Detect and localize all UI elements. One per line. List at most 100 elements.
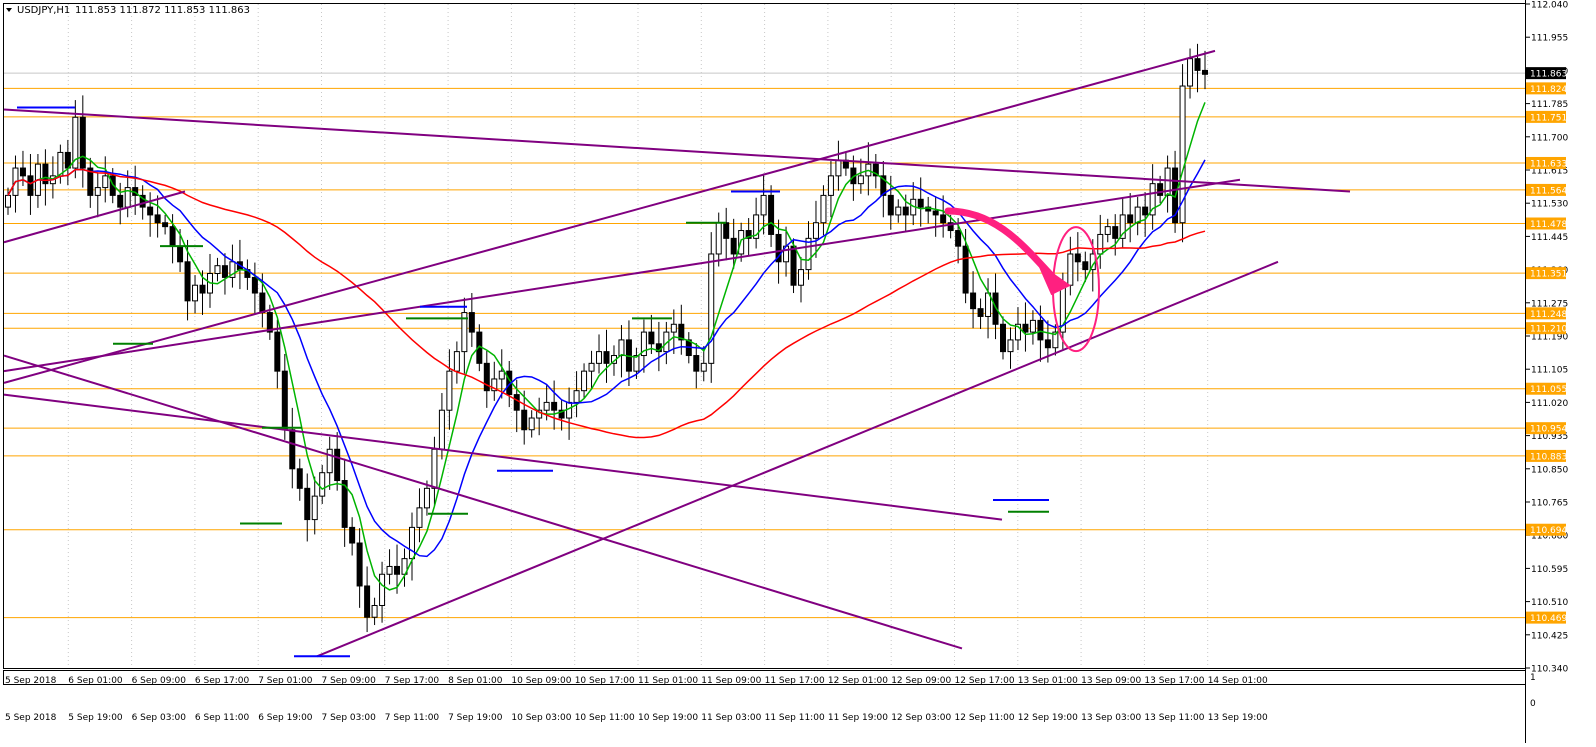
level-price-tag bbox=[1526, 422, 1566, 435]
time-label-lower: 13 Sep 03:00 bbox=[1081, 713, 1141, 723]
level-price-label: 111.248 bbox=[1530, 310, 1567, 320]
bull-candle bbox=[311, 495, 318, 521]
bear-candle bbox=[887, 194, 894, 216]
bear-candle bbox=[274, 331, 281, 372]
time-label-upper: 11 Sep 09:00 bbox=[701, 676, 761, 686]
bull-candle bbox=[1007, 339, 1014, 353]
bear-candle bbox=[1037, 319, 1044, 341]
bull-candle bbox=[1052, 331, 1059, 349]
level-price-tag bbox=[1526, 307, 1566, 320]
bear-candle bbox=[521, 409, 528, 431]
subwindow-scale-top: 1 bbox=[1530, 673, 1536, 683]
bear-candle bbox=[349, 526, 356, 544]
level-price-label: 111.751 bbox=[1530, 113, 1567, 123]
triangle-down-icon[interactable] bbox=[6, 8, 12, 12]
trendline-resistance-long bbox=[3, 108, 1351, 193]
bear-candle bbox=[977, 308, 984, 317]
bear-candle bbox=[139, 194, 146, 208]
bull-candle bbox=[423, 487, 430, 509]
bull-candle bbox=[596, 351, 603, 364]
level-price-tag bbox=[1526, 382, 1566, 395]
time-label-upper: 8 Sep 01:00 bbox=[448, 676, 503, 686]
annotation bbox=[944, 207, 1100, 353]
level-price-tag bbox=[1526, 449, 1566, 462]
bull-candle bbox=[1187, 58, 1194, 87]
level-price-tag bbox=[1526, 267, 1566, 280]
bear-candle bbox=[1044, 339, 1051, 349]
time-label-lower: 10 Sep 11:00 bbox=[575, 713, 635, 723]
bear-candle bbox=[947, 222, 954, 232]
time-label-lower: 7 Sep 11:00 bbox=[385, 713, 440, 723]
bull-candle bbox=[857, 175, 864, 185]
bear-candle bbox=[1157, 183, 1164, 196]
time-label-upper: 12 Sep 17:00 bbox=[955, 676, 1015, 686]
level-price-label: 110.694 bbox=[1530, 526, 1567, 536]
time-label-upper: 6 Sep 09:00 bbox=[132, 676, 187, 686]
time-label-upper: 7 Sep 17:00 bbox=[385, 676, 440, 686]
price-label: 110.510 bbox=[1531, 598, 1568, 608]
bear-candle bbox=[1194, 58, 1201, 71]
candlesticks bbox=[5, 43, 1208, 633]
price-label: 111.105 bbox=[1531, 366, 1568, 376]
time-label-lower: 7 Sep 19:00 bbox=[448, 713, 503, 723]
bear-candle bbox=[940, 214, 947, 224]
bear-candle bbox=[1142, 206, 1149, 216]
bear-candle bbox=[221, 265, 228, 278]
bear-candle bbox=[79, 116, 86, 169]
bear-candle bbox=[169, 226, 176, 247]
bull-candle bbox=[827, 175, 834, 196]
price-label: 110.850 bbox=[1531, 465, 1568, 475]
trendline-channel-lower bbox=[316, 260, 1279, 658]
bear-candle bbox=[1082, 261, 1089, 271]
bull-candle bbox=[588, 362, 595, 372]
level-price-tag bbox=[1526, 523, 1566, 536]
price-axis[interactable]: 112.040111.955111.870111.785111.700111.6… bbox=[1525, 1, 1568, 675]
price-label: 110.935 bbox=[1531, 432, 1568, 442]
bull-candle bbox=[640, 331, 647, 357]
moving-averages bbox=[7, 102, 1206, 591]
price-label: 111.615 bbox=[1531, 167, 1568, 177]
bear-candle bbox=[775, 233, 782, 263]
ma-fast-line bbox=[7, 102, 1206, 591]
time-label-lower: 6 Sep 11:00 bbox=[195, 713, 250, 723]
time-label-lower: 11 Sep 19:00 bbox=[828, 713, 888, 723]
price-label: 110.340 bbox=[1531, 665, 1568, 675]
bear-candle bbox=[251, 276, 258, 294]
bear-candle bbox=[199, 284, 206, 294]
bull-candle bbox=[431, 448, 438, 489]
bear-candle bbox=[266, 312, 273, 333]
time-label-upper: 11 Sep 17:00 bbox=[765, 676, 825, 686]
bull-candle bbox=[446, 370, 453, 411]
bear-candle bbox=[334, 448, 341, 482]
bull-candle bbox=[835, 159, 842, 177]
bull-candle bbox=[566, 401, 573, 419]
bull-candle bbox=[438, 409, 445, 450]
price-label: 111.955 bbox=[1531, 34, 1568, 44]
price-label: 110.765 bbox=[1531, 499, 1568, 509]
time-label-lower: 11 Sep 11:00 bbox=[765, 713, 825, 723]
time-axis[interactable]: 5 Sep 2018 6 Sep 01:00 6 Sep 09:00 6 Sep 17… bbox=[5, 676, 1268, 723]
bear-candle bbox=[962, 245, 969, 294]
bear-candle bbox=[177, 245, 184, 263]
level-price-label: 111.210 bbox=[1530, 325, 1567, 335]
price-label: 110.595 bbox=[1531, 565, 1568, 575]
time-label-upper: 12 Sep 01:00 bbox=[828, 676, 888, 686]
time-label-upper: 13 Sep 01:00 bbox=[1018, 676, 1078, 686]
level-price-tag bbox=[1526, 82, 1566, 95]
level-price-label: 111.824 bbox=[1530, 85, 1567, 95]
price-label: 110.680 bbox=[1531, 532, 1568, 542]
price-label: 111.275 bbox=[1531, 299, 1568, 309]
bull-candle bbox=[1029, 319, 1036, 333]
bull-candle bbox=[379, 573, 386, 607]
bull-candle bbox=[1097, 233, 1104, 255]
time-label-lower: 7 Sep 03:00 bbox=[322, 713, 377, 723]
bear-candle bbox=[992, 292, 999, 325]
bear-candle bbox=[513, 394, 520, 411]
bull-candle bbox=[5, 194, 11, 208]
level-price-label: 110.469 bbox=[1530, 614, 1567, 624]
level-price-tag bbox=[1526, 217, 1566, 230]
ma-mid-line bbox=[7, 159, 1206, 558]
price-label: 111.445 bbox=[1531, 233, 1568, 243]
